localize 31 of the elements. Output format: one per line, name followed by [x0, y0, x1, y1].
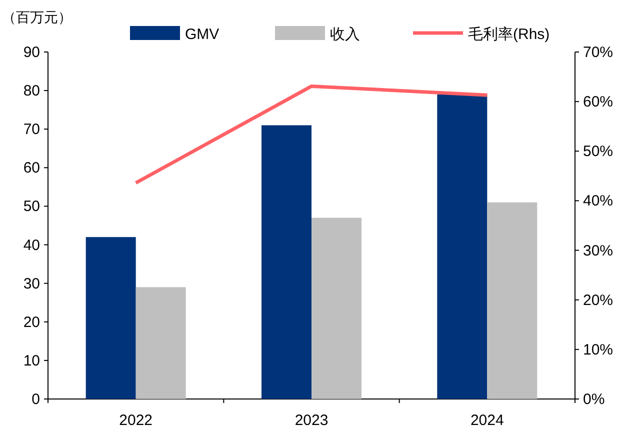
- y-tick-label: 70: [23, 121, 40, 138]
- y2-tick-label: 40%: [583, 192, 614, 210]
- y-tick-label: 80: [23, 82, 40, 100]
- y-tick-label: 50: [23, 198, 40, 216]
- x-tick-label: 2022: [119, 412, 153, 429]
- y-tick-label: 90: [23, 44, 40, 61]
- legend-label: GMV: [185, 26, 220, 43]
- y2-tick-label: 60%: [583, 94, 614, 111]
- y-axis-title: （百万元）: [2, 9, 72, 25]
- y2-tick-label: 0%: [583, 391, 605, 408]
- y-tick-label: 0: [32, 391, 40, 408]
- x-tick-label: 2023: [294, 412, 328, 429]
- y-tick-label: 10: [23, 352, 40, 370]
- y2-tick-label: 10%: [583, 341, 614, 358]
- bar: [312, 218, 362, 399]
- y-tick-label: 30: [23, 275, 40, 292]
- y-tick-label: 20: [23, 314, 40, 331]
- y2-tick-label: 30%: [583, 242, 614, 260]
- y-tick-label: 60: [23, 160, 40, 177]
- bar: [86, 237, 136, 399]
- y2-tick-label: 70%: [583, 44, 614, 61]
- bar: [136, 287, 186, 399]
- x-tick-label: 2024: [470, 412, 504, 429]
- bar: [262, 125, 312, 399]
- y-tick-label: 40: [23, 236, 40, 254]
- y2-tick-label: 20%: [583, 292, 614, 309]
- y2-tick-label: 50%: [583, 143, 614, 160]
- legend-label: 毛利率(Rhs): [468, 26, 550, 43]
- bar: [437, 94, 488, 399]
- bar: [487, 202, 538, 399]
- legend-label: 收入: [330, 26, 360, 43]
